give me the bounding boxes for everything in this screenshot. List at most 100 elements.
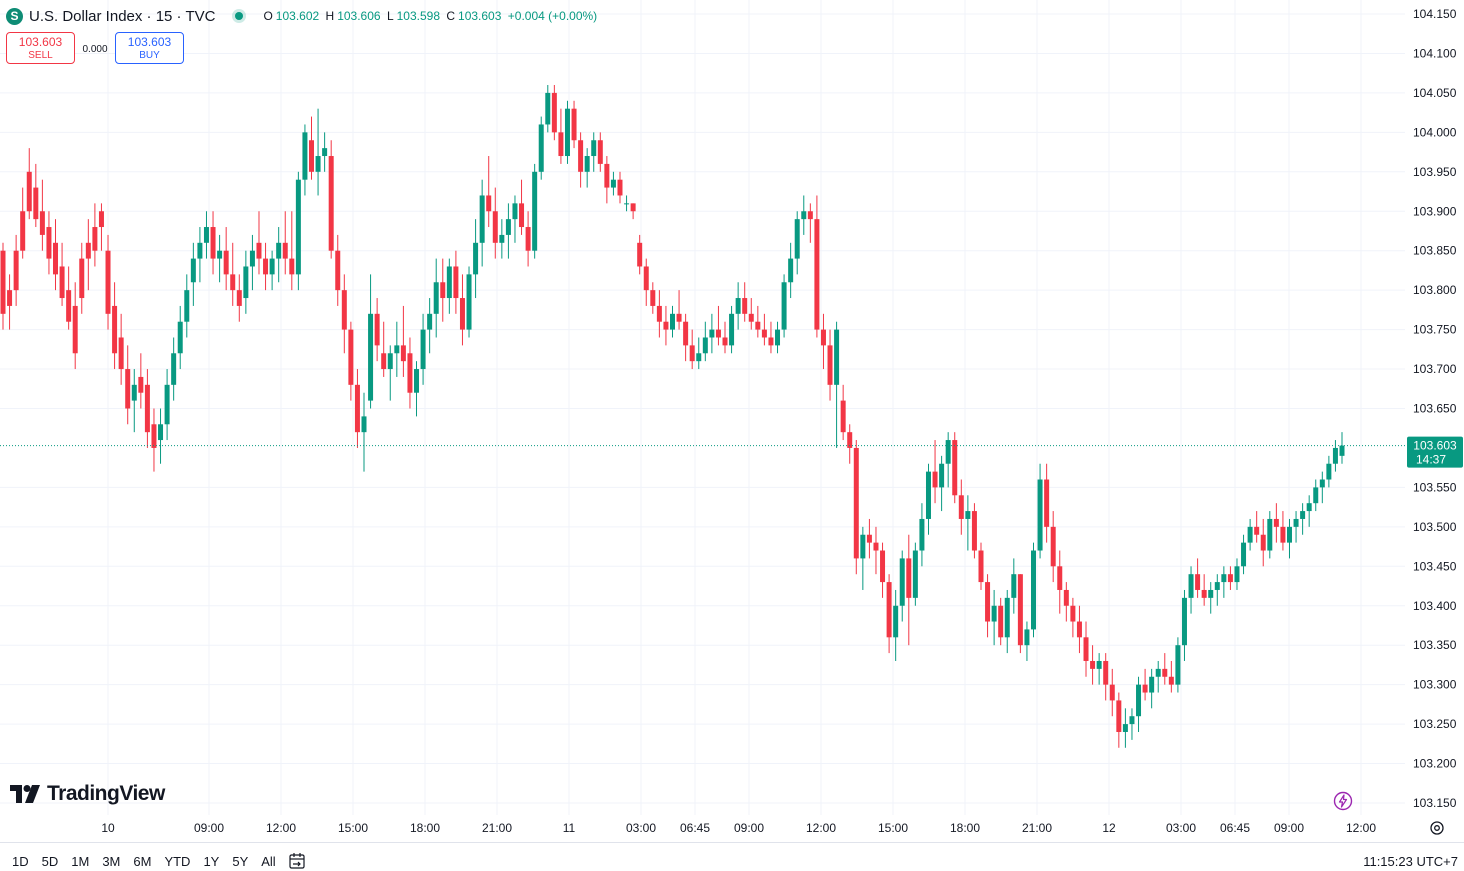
candle	[683, 313, 689, 362]
candle	[814, 195, 820, 338]
candle	[689, 329, 695, 370]
candle	[886, 574, 892, 654]
candle	[1103, 653, 1109, 701]
candle	[1162, 653, 1168, 685]
candle	[308, 116, 314, 180]
y-tick-label: 103.900	[1413, 204, 1457, 218]
candle	[243, 250, 249, 314]
candle	[840, 384, 846, 441]
range-button-5d[interactable]: 5D	[41, 854, 59, 869]
candle	[394, 321, 400, 377]
candle	[1024, 621, 1030, 661]
candle	[558, 108, 564, 164]
tradingview-logo[interactable]: TradingView	[10, 782, 165, 806]
candle	[932, 440, 938, 504]
candle	[801, 195, 807, 235]
candle	[328, 140, 334, 259]
candle	[945, 432, 951, 488]
open-value: 103.602	[275, 9, 320, 23]
candle	[1280, 511, 1286, 551]
candle	[604, 156, 610, 204]
buy-button[interactable]: 103.603 BUY	[115, 32, 184, 64]
candle	[1313, 479, 1319, 512]
x-tick-label: 15:00	[338, 821, 368, 835]
calendar-goto-icon[interactable]	[288, 852, 306, 870]
range-button-1y[interactable]: 1Y	[203, 854, 220, 869]
candle	[1339, 432, 1345, 464]
open-label: O	[263, 9, 273, 23]
candle	[92, 203, 98, 267]
range-button-all[interactable]: All	[261, 854, 276, 869]
sell-button[interactable]: 103.603 SELL	[6, 32, 75, 64]
candle	[505, 203, 511, 259]
candle	[1168, 660, 1174, 693]
candle	[131, 369, 137, 433]
candle	[525, 211, 531, 267]
candle	[203, 211, 209, 259]
candle	[400, 305, 406, 377]
candle	[768, 321, 774, 354]
candle	[1286, 518, 1292, 559]
candle	[676, 290, 682, 330]
candle	[860, 526, 866, 590]
candle	[1300, 503, 1306, 535]
y-tick-label: 103.250	[1413, 717, 1457, 731]
candle	[85, 219, 91, 291]
y-tick-label: 103.300	[1413, 678, 1457, 692]
last-price-tag: 103.603 14:37	[1407, 436, 1463, 468]
candle	[348, 321, 354, 401]
candle	[866, 518, 872, 559]
candle	[643, 258, 649, 306]
candle	[545, 85, 551, 133]
candle	[361, 392, 367, 472]
candle	[794, 211, 800, 275]
candle	[630, 203, 636, 220]
candle	[374, 298, 380, 362]
range-button-ytd[interactable]: YTD	[164, 854, 191, 869]
candle	[499, 219, 505, 259]
range-button-6m[interactable]: 6M	[133, 854, 152, 869]
range-button-1m[interactable]: 1M	[71, 854, 90, 869]
candle	[893, 589, 899, 661]
candle	[834, 321, 840, 448]
candle	[715, 305, 721, 346]
clock-timezone[interactable]: 11:15:23 UTC+7	[1363, 854, 1458, 869]
candle	[912, 542, 918, 606]
candle	[1096, 653, 1102, 685]
bottom-toolbar: 1D 5D 1M 3M 6M YTD 1Y 5Y All 11:15:23 UTC+7	[0, 842, 1464, 871]
low-label: L	[386, 9, 394, 23]
candle	[1247, 518, 1253, 551]
candle	[79, 242, 85, 314]
candle	[1057, 550, 1063, 614]
candle	[459, 274, 465, 346]
candle	[66, 266, 72, 330]
gear-icon[interactable]	[1429, 820, 1445, 836]
candle	[1332, 440, 1338, 472]
range-button-5y[interactable]: 5Y	[232, 854, 249, 869]
lightning-icon[interactable]	[1333, 791, 1353, 811]
y-tick-label: 103.550	[1413, 480, 1457, 494]
candle	[807, 203, 813, 243]
candle	[617, 171, 623, 204]
candle	[335, 234, 341, 306]
candle	[315, 108, 321, 196]
symbol-title[interactable]: U.S. Dollar Index · 15 · TVC	[29, 7, 216, 25]
candle	[564, 100, 570, 164]
candle	[532, 163, 538, 259]
buy-label: BUY	[139, 50, 160, 61]
candle	[53, 219, 59, 291]
candle	[1116, 692, 1122, 748]
candle	[610, 171, 616, 196]
buy-price: 103.603	[127, 35, 172, 49]
candle	[138, 353, 144, 409]
range-button-1d[interactable]: 1D	[12, 854, 29, 869]
candle	[59, 242, 65, 306]
x-tick-label: 10	[101, 821, 115, 835]
tradingview-mark-icon	[10, 785, 40, 803]
range-button-3m[interactable]: 3M	[102, 854, 121, 869]
candle	[381, 321, 387, 377]
candle	[256, 211, 262, 275]
candle	[72, 282, 78, 370]
svg-text:103.603: 103.603	[1413, 439, 1457, 453]
